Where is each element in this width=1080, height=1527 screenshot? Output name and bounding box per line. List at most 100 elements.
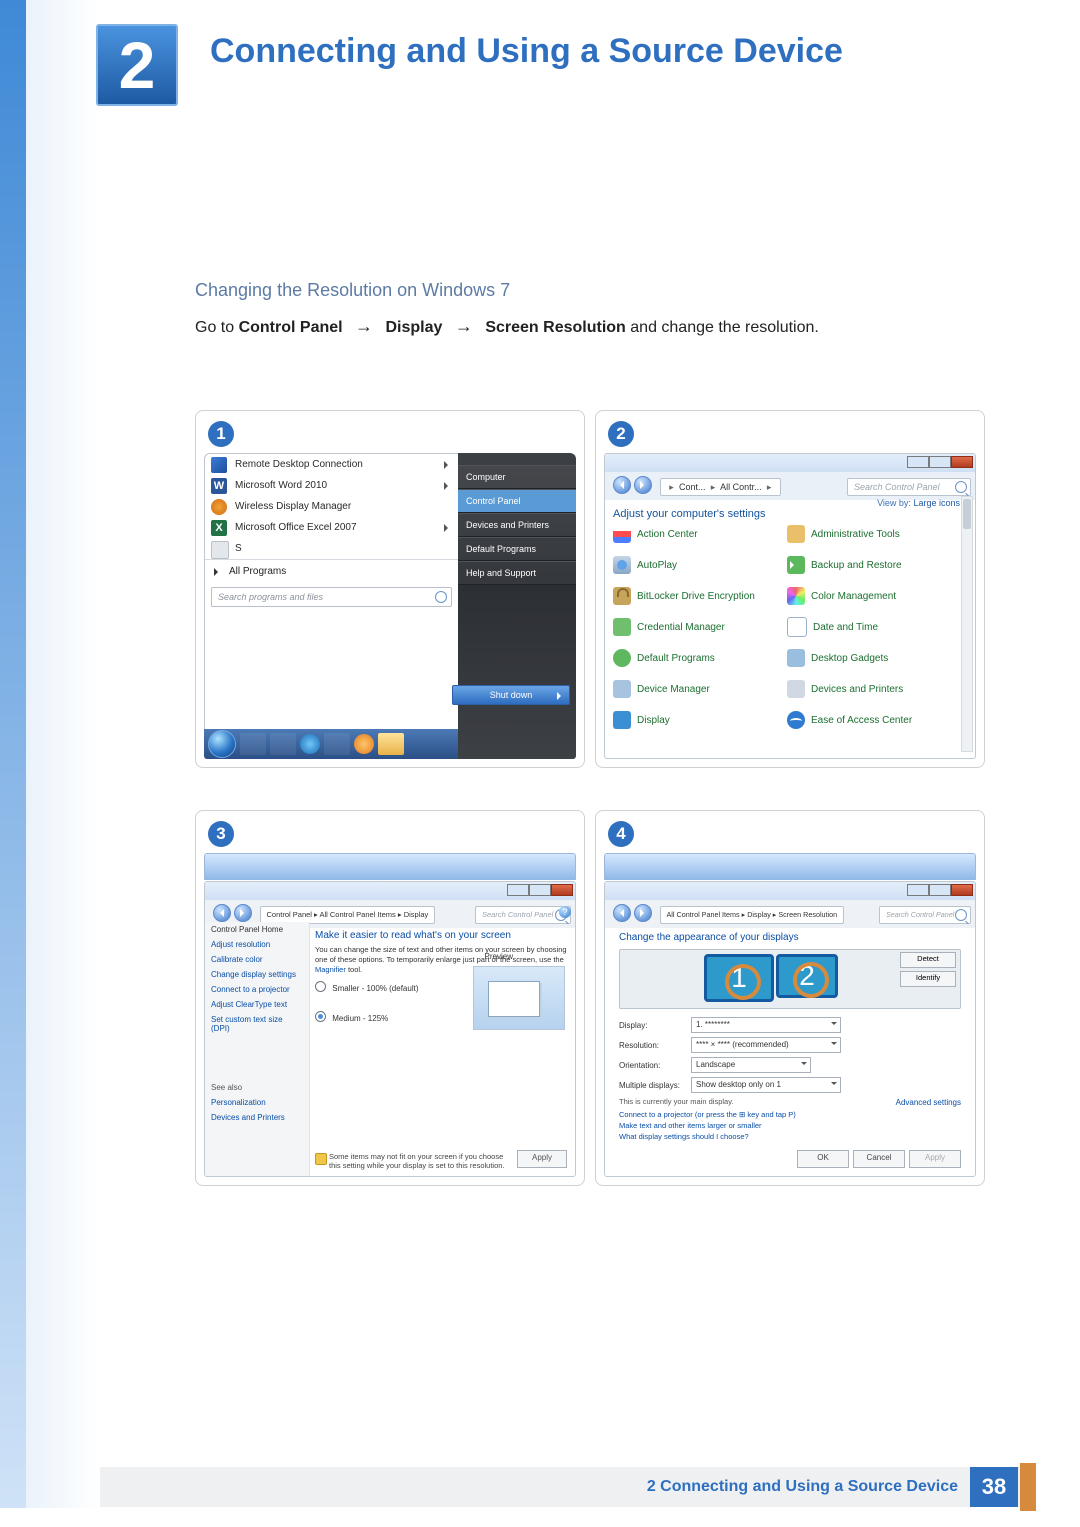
nav-back-icon[interactable]: [613, 904, 631, 922]
rdc-icon: [211, 457, 227, 473]
nav-back-icon[interactable]: [213, 904, 231, 922]
scroll-thumb[interactable]: [963, 499, 971, 529]
page-number: 38: [970, 1467, 1018, 1507]
side-link[interactable]: Calibrate color: [205, 952, 309, 967]
identify-button[interactable]: Identify: [900, 971, 956, 987]
cp-item[interactable]: Color Management: [787, 582, 961, 610]
row-orientation: Orientation: Landscape: [619, 1057, 961, 1073]
maximize-button[interactable]: [929, 456, 951, 468]
maximize-button[interactable]: [929, 884, 951, 896]
cp-item[interactable]: AutoPlay: [613, 551, 787, 579]
minimize-button[interactable]: [907, 456, 929, 468]
cp-search-input[interactable]: Search Control Panel: [847, 478, 971, 496]
orientation-dropdown[interactable]: Landscape: [691, 1057, 811, 1073]
close-button[interactable]: [951, 456, 973, 468]
side-link-home[interactable]: Control Panel Home: [205, 922, 309, 937]
start-orb-icon[interactable]: [208, 730, 236, 758]
ie-icon[interactable]: [300, 734, 320, 754]
cp-item-label: Ease of Access Center: [811, 715, 912, 726]
cp-item[interactable]: Date and Time: [787, 613, 961, 641]
ok-button[interactable]: OK: [797, 1150, 849, 1168]
seealso-link[interactable]: Devices and Printers: [205, 1110, 309, 1125]
cancel-button[interactable]: Cancel: [853, 1150, 905, 1168]
help-icon[interactable]: ?: [559, 906, 571, 918]
start-program-item[interactable]: Microsoft Office Excel 2007: [205, 517, 458, 538]
start-program-item[interactable]: Remote Desktop Connection: [205, 454, 458, 475]
see-also-label: See also: [205, 1080, 309, 1095]
chapter-title: Connecting and Using a Source Device: [210, 32, 843, 71]
taskbar-pin-icon[interactable]: [324, 733, 350, 755]
jump-devices-printers[interactable]: Devices and Printers: [458, 513, 576, 537]
media-player-icon[interactable]: [354, 734, 374, 754]
figure-2: 2 ▸ Cont... ▸ All Contr... ▸ Search Cont…: [595, 410, 985, 768]
scrollbar[interactable]: [961, 496, 973, 752]
monitor-arrangement[interactable]: 1 2 Detect Identify: [619, 949, 961, 1009]
side-link[interactable]: Adjust resolution: [205, 937, 309, 952]
instruction-b3: Screen Resolution: [485, 319, 625, 336]
nav-forward-icon[interactable]: [634, 904, 652, 922]
breadcrumb[interactable]: ▸ Cont... ▸ All Contr... ▸: [660, 478, 782, 496]
cp-item[interactable]: BitLocker Drive Encryption: [613, 582, 787, 610]
start-program-item[interactable]: Microsoft Word 2010: [205, 475, 458, 496]
help-link[interactable]: What display settings should I choose?: [619, 1132, 961, 1141]
view-by[interactable]: View by: Large icons ▾: [877, 498, 967, 509]
seealso-link[interactable]: Personalization: [205, 1095, 309, 1110]
jump-control-panel[interactable]: Control Panel: [458, 489, 576, 513]
start-search-input[interactable]: Search programs and files: [211, 587, 452, 607]
cp-item[interactable]: Device Manager: [613, 675, 787, 703]
instruction-b2: Display: [386, 319, 443, 336]
explorer-folder-icon[interactable]: [378, 733, 404, 755]
help-link[interactable]: Make text and other items larger or smal…: [619, 1121, 961, 1130]
all-programs-button[interactable]: All Programs: [205, 559, 458, 583]
monitor-1[interactable]: 1: [704, 954, 774, 1002]
side-link[interactable]: Change display settings: [205, 967, 309, 982]
nav-forward-icon[interactable]: [234, 904, 252, 922]
resolution-dropdown[interactable]: **** × **** (recommended): [691, 1037, 841, 1053]
cp-item-grid: Action CenterAdministrative ToolsAutoPla…: [613, 520, 961, 752]
cp-item[interactable]: Backup and Restore: [787, 551, 961, 579]
advanced-settings-link[interactable]: Advanced settings: [896, 1098, 961, 1107]
maximize-button[interactable]: [529, 884, 551, 896]
all-programs-label: All Programs: [229, 566, 286, 577]
cp-item[interactable]: Devices and Printers: [787, 675, 961, 703]
shutdown-button[interactable]: Shut down: [452, 685, 570, 705]
start-program-item[interactable]: Wireless Display Manager: [205, 496, 458, 517]
cp-item[interactable]: Desktop Gadgets: [787, 644, 961, 672]
taskbar-pin-icon[interactable]: [240, 733, 266, 755]
cp-item[interactable]: Action Center: [613, 520, 787, 548]
arrow-icon: →: [347, 314, 381, 338]
cp-item[interactable]: Default Programs: [613, 644, 787, 672]
view-by-label: View by:: [877, 498, 911, 508]
disp-icon: [613, 711, 631, 729]
start-program-item[interactable]: S: [205, 538, 458, 559]
cp-item[interactable]: Display: [613, 706, 787, 734]
multiple-displays-dropdown[interactable]: Show desktop only on 1: [691, 1077, 841, 1093]
nav-back-icon[interactable]: [613, 476, 631, 494]
desc-a: You can change the size of text and othe…: [315, 945, 567, 964]
help-link[interactable]: Connect to a projector (or press the ⊞ k…: [619, 1110, 961, 1119]
taskbar-pin-icon[interactable]: [270, 733, 296, 755]
detect-button[interactable]: Detect: [900, 952, 956, 968]
side-link[interactable]: Set custom text size (DPI): [205, 1012, 309, 1036]
close-button[interactable]: [951, 884, 973, 896]
jump-default-programs[interactable]: Default Programs: [458, 537, 576, 561]
minimize-button[interactable]: [507, 884, 529, 896]
side-link[interactable]: Connect to a projector: [205, 982, 309, 997]
apply-button[interactable]: Apply: [517, 1150, 567, 1168]
close-button[interactable]: [551, 884, 573, 896]
display-dropdown[interactable]: 1. ********: [691, 1017, 841, 1033]
cp-item[interactable]: Ease of Access Center: [787, 706, 961, 734]
jump-computer[interactable]: Computer: [458, 465, 576, 489]
side-link[interactable]: Adjust ClearType text: [205, 997, 309, 1012]
caret-icon: [444, 524, 452, 532]
page-footer: 2 Connecting and Using a Source Device 3…: [100, 1467, 1022, 1507]
minimize-button[interactable]: [907, 884, 929, 896]
monitor-2[interactable]: 2: [776, 954, 838, 998]
cp-item[interactable]: Credential Manager: [613, 613, 787, 641]
screen-resolution-window: All Control Panel Items ▸ Display ▸ Scre…: [604, 881, 976, 1177]
nav-forward-icon[interactable]: [634, 476, 652, 494]
magnifier-link[interactable]: Magnifier: [315, 965, 346, 974]
apply-button[interactable]: Apply: [909, 1150, 961, 1168]
cp-item[interactable]: Administrative Tools: [787, 520, 961, 548]
jump-help-support[interactable]: Help and Support: [458, 561, 576, 585]
